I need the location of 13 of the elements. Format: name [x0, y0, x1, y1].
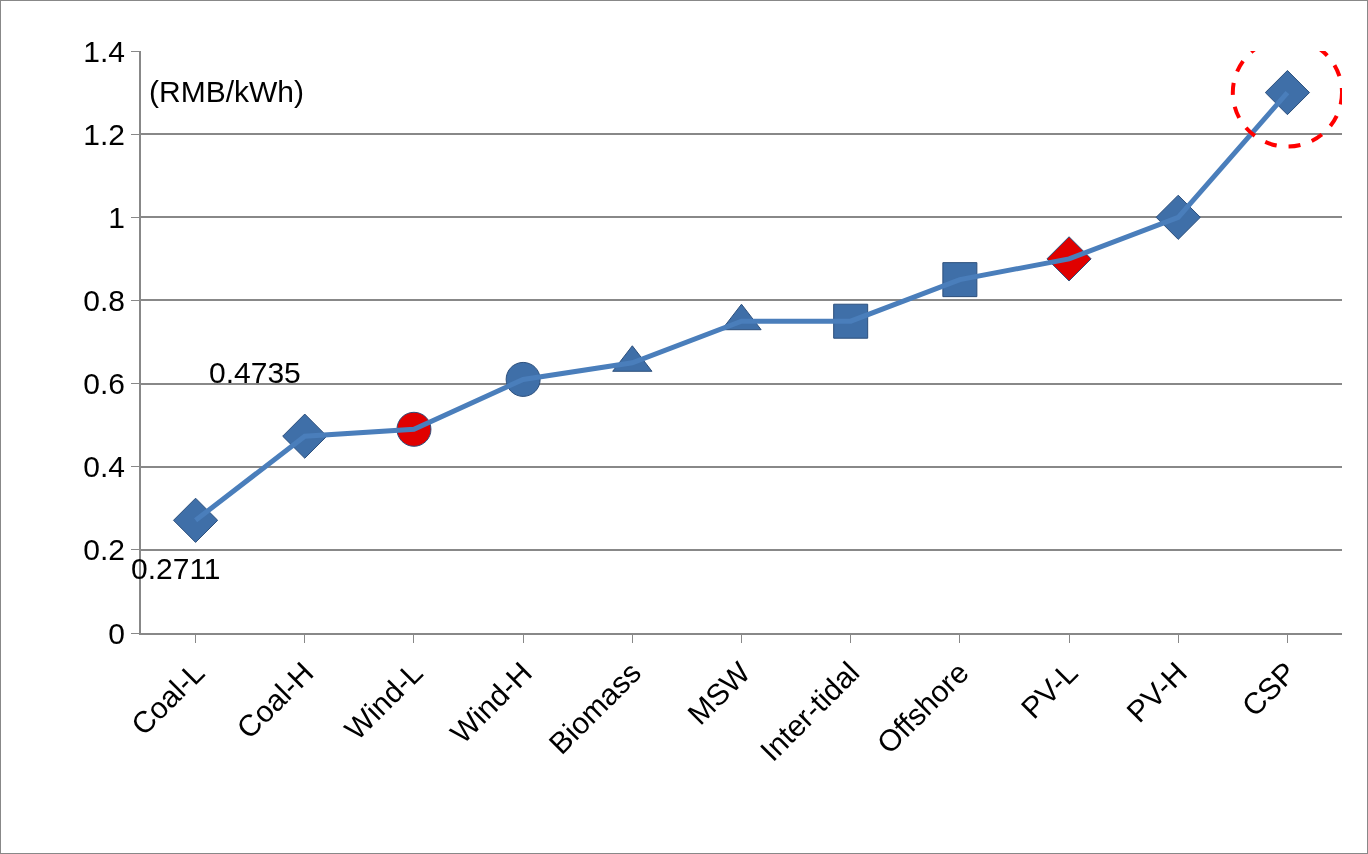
y-tick-label: 1.4 [83, 34, 125, 68]
x-tick-label: PV-L [1014, 655, 1084, 725]
y-tick-label: 1.2 [83, 117, 125, 151]
annotation: (RMB/kWh) [149, 75, 304, 108]
y-tick-label: 0.2 [83, 533, 125, 567]
y-tick-label: 0 [108, 616, 125, 650]
y-tick-label: 0.4 [83, 450, 125, 484]
y-tick-label: 0.8 [83, 283, 125, 317]
y-tick-label: 0.6 [83, 367, 125, 401]
data-label: 0.4735 [209, 356, 301, 389]
data-label: 0.2711 [131, 552, 221, 585]
y-tick-label: 1 [108, 200, 125, 234]
x-tick-label: CSP [1235, 655, 1303, 723]
